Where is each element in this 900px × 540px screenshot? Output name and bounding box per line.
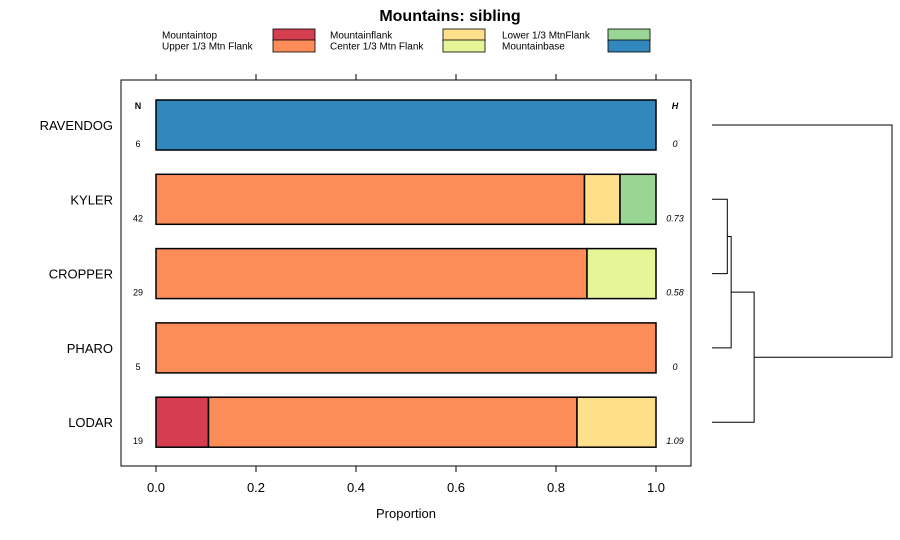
h-value-ravendog: 0 (672, 139, 677, 149)
x-tick-label: 0.4 (347, 480, 365, 495)
dendrogram-branch-4 (712, 124, 893, 358)
y-label-kyler: KYLER (70, 192, 113, 207)
x-axis-label: Proportion (376, 506, 436, 521)
y-label-pharo: PHARO (67, 341, 113, 356)
bar-segment-ravendog-mountainbase (155, 99, 657, 151)
h-header: H (672, 101, 679, 111)
row-labels: N H RAVENDOG 6 0 KYLER 42 0.73 CROPPER 29 0.58 PHAR… (40, 101, 684, 446)
n-value-ravendog: 6 (135, 139, 140, 149)
legend-label-mountainflank: Mountainflank (330, 31, 393, 42)
y-label-lodar: LODAR (68, 415, 113, 430)
bar-segment-kyler-mountainflank (583, 173, 621, 226)
x-tick-label: 0.6 (447, 480, 465, 495)
bars (155, 99, 657, 448)
x-tick-label: 0.0 (147, 480, 165, 495)
x-axis: 0.0 0.2 0.4 0.6 0.8 1.0 (147, 74, 665, 495)
legend-swatch-mountaintop (272, 28, 316, 42)
n-value-pharo: 5 (135, 362, 140, 372)
bar-segment-kyler-upper-1-3-mtn-flank (155, 173, 586, 226)
y-label-ravendog: RAVENDOG (40, 118, 113, 133)
n-header: N (135, 101, 142, 111)
legend-label-lower-1-3-mtnflank: Lower 1/3 MtnFlank (502, 31, 591, 42)
legend-swatch-mountainbase (607, 39, 651, 53)
x-tick-label: 0.8 (547, 480, 565, 495)
x-tick-label: 1.0 (647, 480, 665, 495)
plot-frame (120, 79, 692, 467)
h-value-pharo: 0 (672, 362, 677, 372)
legend-swatch-lower-1-3-mtnflank (607, 28, 651, 42)
legend-label-mountaintop: Mountaintop (162, 31, 217, 42)
legend-label-mountainbase: Mountainbase (502, 42, 565, 53)
legend-label-upper-1-3-mtn-flank: Upper 1/3 Mtn Flank (162, 42, 254, 53)
bar-segment-lodar-upper-1-3-mtn-flank (207, 396, 578, 448)
legend-label-center-1-3-mtn-flank: Center 1/3 Mtn Flank (330, 42, 424, 53)
dendrogram-branch-2 (712, 235, 732, 349)
h-value-lodar: 1.09 (666, 436, 684, 446)
x-tick-label: 0.2 (247, 480, 265, 495)
legend-swatch-center-1-3-mtn-flank (442, 39, 486, 53)
bar-segment-cropper-center-1-3-mtn-flank (586, 247, 657, 300)
n-value-kyler: 42 (133, 213, 143, 223)
bar-segment-cropper-upper-1-3-mtn-flank (155, 247, 588, 300)
h-value-cropper: 0.58 (666, 288, 684, 298)
bar-segment-kyler-lower-1-3-mtnflank (619, 173, 657, 226)
dendrogram (712, 124, 893, 423)
bar-segment-pharo-upper-1-3-mtn-flank (155, 322, 657, 374)
bar-segment-lodar-mountainflank (576, 396, 657, 448)
y-label-cropper: CROPPER (49, 267, 113, 282)
dendrogram-branch-1 (712, 198, 728, 275)
chart-title: Mountains: sibling (379, 8, 520, 25)
n-value-lodar: 19 (133, 436, 143, 446)
legend-swatch-mountainflank (442, 28, 486, 42)
n-value-cropper: 29 (133, 288, 143, 298)
dendrogram-branch-3 (712, 291, 755, 423)
bar-segment-lodar-mountaintop (155, 396, 210, 448)
legend-swatch-upper-1-3-mtn-flank (272, 39, 316, 53)
h-value-kyler: 0.73 (666, 213, 684, 223)
